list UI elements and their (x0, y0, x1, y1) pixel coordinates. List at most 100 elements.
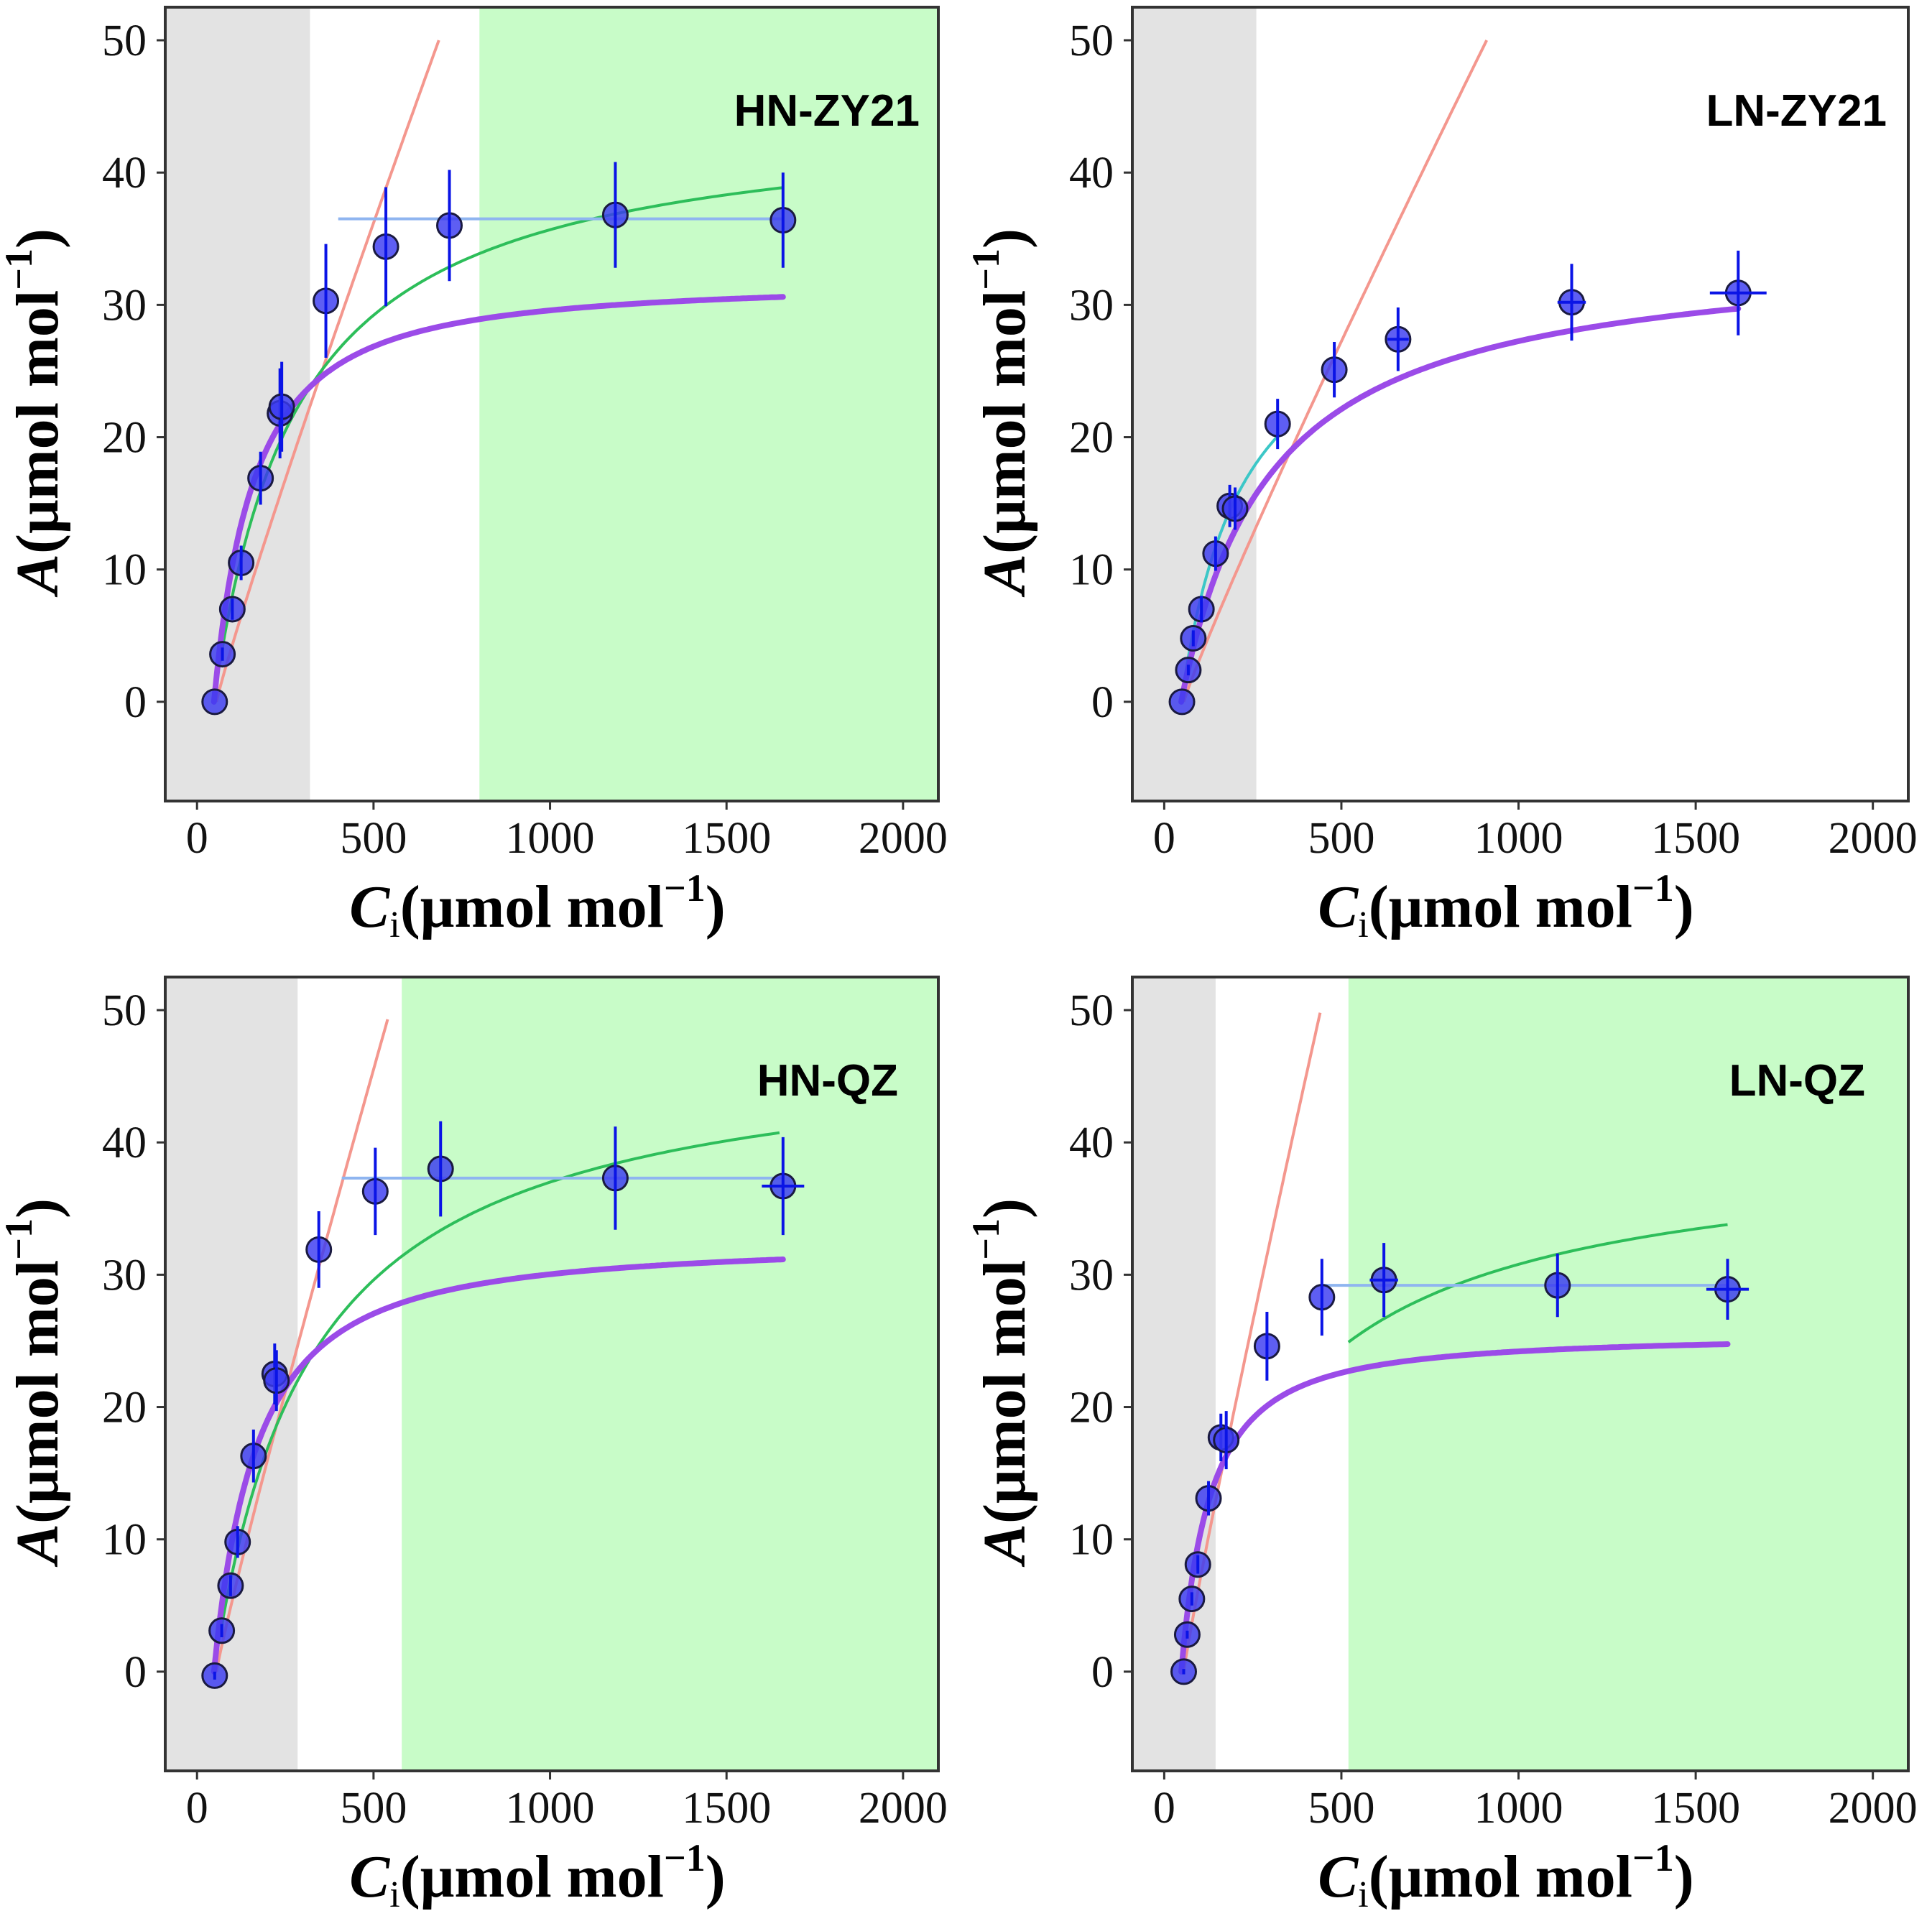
data-point (1168, 688, 1196, 716)
tpu-limited-region (479, 7, 938, 801)
y-tick-label: 0 (124, 1648, 147, 1697)
y-tick-label: 20 (1069, 414, 1114, 463)
y-tick-label: 50 (1069, 986, 1114, 1035)
rubisco-curve (1182, 1012, 1322, 1672)
plot-area (1132, 7, 1767, 801)
x-axis-close: ) (1674, 874, 1694, 940)
x-tick-label: 1500 (1651, 1784, 1740, 1833)
x-tick-label: 1000 (506, 814, 595, 863)
panel-label: LN-QZ (1729, 1056, 1865, 1106)
x-tick-label: 1500 (682, 1784, 771, 1833)
x-tick-label: 500 (1308, 1784, 1374, 1833)
y-axis-symbol: A (4, 554, 71, 598)
plot-frame (164, 6, 940, 802)
rubisco-limited-region (1132, 7, 1257, 801)
x-tick-label: 0 (186, 814, 208, 863)
y-axis-exponent: −1 (0, 1218, 40, 1260)
y-axis-exponent: −1 (964, 1218, 1007, 1260)
rubisco-curve (215, 40, 440, 703)
x-tick-label: 2000 (859, 814, 948, 863)
y-tick-label: 50 (102, 17, 147, 65)
panel-label: LN-ZY21 (1706, 86, 1887, 136)
y-tick-label: 0 (1091, 1648, 1114, 1697)
y-axis-symbol: A (971, 1524, 1038, 1568)
x-axis-exponent: −1 (1632, 866, 1674, 910)
y-tick-label: 10 (102, 1516, 147, 1565)
panel-ln-qz: 0 500 1000 1500 200001020304050LN-QZCi(μmol … (964, 976, 1918, 1915)
x-axis-unit: (μmol mol (400, 874, 664, 940)
y-axis-exponent: −1 (0, 249, 40, 290)
x-axis-close: ) (706, 1843, 726, 1910)
y-tick-label: 30 (1069, 281, 1114, 330)
y-tick-label: 0 (1091, 678, 1114, 727)
y-tick-label: 40 (102, 149, 147, 198)
plot-frame (164, 976, 940, 1772)
y-axis-symbol: A (4, 1524, 71, 1568)
x-tick-label: 0 (186, 1784, 208, 1833)
y-tick-label: 40 (1069, 1119, 1114, 1167)
y-axis-title: A(μmol mol−1) (964, 1198, 1038, 1568)
x-axis-title: Ci(μmol mol−1) (1318, 866, 1693, 945)
y-tick-label: 20 (102, 414, 147, 463)
fitted-curve (1178, 305, 1742, 705)
y-tick-label: 50 (1069, 17, 1114, 65)
tpu-limited-region (1348, 977, 1908, 1771)
plot-frame (1131, 976, 1910, 1772)
y-tick-label: 50 (102, 986, 147, 1035)
x-tick-label: 1500 (1651, 814, 1740, 863)
y-axis-symbol: A (971, 554, 1038, 598)
panel-ln-zy21: 0 500 1000 1500 200001020304050LN-ZY21Ci(μmo… (964, 6, 1918, 945)
x-axis-unit: (μmol mol (1369, 1843, 1632, 1910)
y-tick-label: 30 (1069, 1251, 1114, 1300)
fitted-curve (1178, 1341, 1731, 1675)
y-axis-exponent: −1 (964, 249, 1007, 290)
y-axis-title: A(μmol mol−1) (964, 228, 1038, 598)
x-tick-label: 1000 (1474, 1784, 1563, 1833)
y-tick-label: 40 (1069, 149, 1114, 198)
x-axis-exponent: −1 (1632, 1836, 1674, 1879)
x-axis-symbol: C (1318, 1843, 1359, 1910)
y-axis-unit: (μmol mol (4, 290, 71, 554)
x-tick-label: 500 (1308, 814, 1374, 863)
x-tick-label: 2000 (1829, 1784, 1918, 1833)
x-axis-symbol: C (1318, 874, 1359, 940)
x-tick-label: 1500 (682, 814, 771, 863)
y-tick-label: 20 (102, 1384, 147, 1433)
data-point (201, 688, 228, 716)
x-tick-label: 0 (1153, 1784, 1175, 1833)
plot-area (1132, 977, 1908, 1771)
plot-frame (1131, 6, 1910, 802)
x-tick-label: 1000 (506, 1784, 595, 1833)
y-tick-label: 30 (102, 281, 147, 330)
x-axis-subscript: i (389, 904, 399, 945)
tpu-limited-region (402, 977, 938, 1771)
y-axis-title: A(μmol mol−1) (0, 1198, 71, 1568)
y-tick-label: 20 (1069, 1384, 1114, 1433)
fitted-curve (211, 294, 786, 705)
y-tick-label: 0 (124, 678, 147, 727)
y-axis-close: ) (971, 1198, 1038, 1218)
y-tick-label: 10 (1069, 546, 1114, 595)
x-axis-title: Ci(μmol mol−1) (1318, 1836, 1693, 1915)
x-tick-label: 500 (340, 1784, 407, 1833)
panel-hn-qz: 0 500 1000 1500 200001020304050HN-QZCi(μmol … (0, 976, 948, 1915)
panel-label: HN-ZY21 (734, 86, 920, 136)
y-axis-unit: (μmol mol (4, 1260, 71, 1524)
x-axis-title: Ci(μmol mol−1) (349, 1836, 725, 1915)
x-axis-subscript: i (389, 1874, 399, 1915)
y-axis-close: ) (4, 228, 71, 249)
x-axis-title: Ci(μmol mol−1) (349, 866, 725, 945)
x-tick-label: 2000 (859, 1784, 948, 1833)
panel-hn-zy21: 0 500 1000 1500 200001020304050HN-ZY21Ci(μmo… (0, 6, 948, 945)
y-axis-unit: (μmol mol (971, 290, 1038, 554)
y-axis-close: ) (4, 1198, 71, 1218)
y-axis-title: A(μmol mol−1) (0, 228, 71, 598)
y-tick-label: 10 (102, 546, 147, 595)
fitted-curve (211, 1256, 786, 1675)
plot-area (165, 977, 938, 1771)
y-axis-close: ) (971, 228, 1038, 249)
y-axis-unit: (μmol mol (971, 1260, 1038, 1524)
rubp-curve (1347, 1223, 1728, 1343)
x-tick-label: 2000 (1829, 814, 1918, 863)
